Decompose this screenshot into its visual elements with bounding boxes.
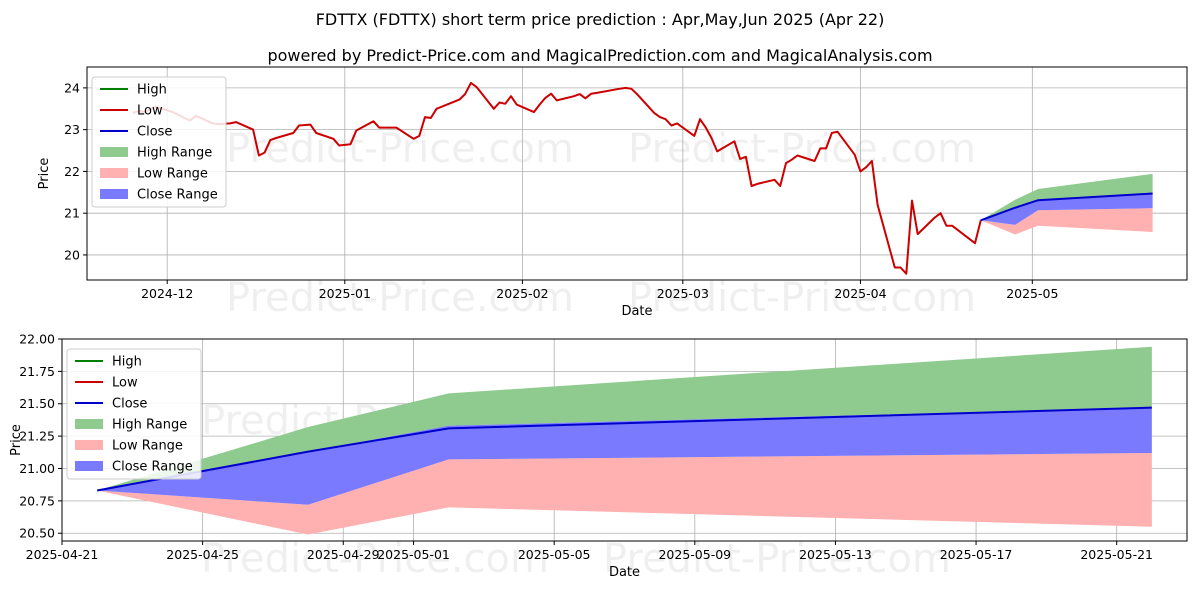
legend-low-range-swatch [100,168,128,178]
x-tick-label: 2025-05-01 [377,547,450,562]
x-tick-label: 2025-05-17 [940,547,1013,562]
x-tick-label: 2025-05-13 [799,547,872,562]
x-tick-label: 2025-05-05 [518,547,591,562]
legend-low-range-label: Low Range [137,167,208,182]
legend: High Low Close High Range Low Range Close Ran… [91,76,227,208]
x-tick-label: 2025-05 [1006,286,1058,301]
x-tick-label: 2025-04-25 [166,547,239,562]
axes-frame [61,338,1188,542]
y-tick-label: 23 [64,122,80,137]
watermark-text: Predict-Price.com [603,536,951,582]
y-axis-label: Price [9,424,24,456]
watermark-text: Predict-Price.com [226,275,574,321]
y-tick-label: 22 [64,164,80,179]
close-range-band [97,407,1152,505]
y-tick-label: 20.75 [19,493,55,508]
y-tick-label: 24 [64,80,80,95]
legend-close-range-swatch [75,461,103,471]
watermark-text: Predict-Price.com [226,126,574,172]
y-tick-label: 22.00 [19,332,55,347]
axes-frame [86,66,1188,281]
legend-close-label: Close [112,397,147,412]
high-range-band [97,346,1152,491]
legend-close-label: Close [137,125,172,140]
watermark-text: Predict-Price.com [628,275,976,321]
y-tick-label: 21.75 [19,364,55,379]
x-tick-label: 2025-05-09 [658,547,731,562]
y-tick-label: 20 [64,247,80,262]
legend: High Low Close High Range Low Range Close Ran… [66,348,202,480]
legend-high-range-label: High Range [112,418,187,433]
x-tick-label: 2025-03 [657,286,709,301]
x-tick-label: 2025-02 [496,286,548,301]
legend-low-range-swatch [75,440,103,450]
legend-high-range-swatch [75,419,103,429]
legend-high-range-label: High Range [137,146,212,161]
x-tick-label: 2025-05-21 [1080,547,1153,562]
y-tick-label: 21.25 [19,429,55,444]
x-tick-label: 2025-01 [319,286,371,301]
chart-panel-top: Predict-Price.com Predict-Price.com Predic… [37,66,1188,321]
x-tick-label: 2025-04-29 [307,547,380,562]
close-range-band [980,193,1153,225]
low-range-band [97,452,1152,535]
legend-high-label: High [112,355,142,370]
close-forecast-line [980,192,1153,222]
x-tick-label: 2024-12 [141,286,193,301]
chart-title: FDTTX (FDTTX) short term price predictio… [315,10,885,29]
watermark-text: Predict-Price.com [628,126,976,172]
legend-high-range-swatch [100,147,128,157]
low-range-band [980,208,1153,235]
y-axis-label: Price [37,158,52,190]
chart-panel-bottom: Predict-Price.comPredict-Price.comPredic… [9,332,1188,582]
low-history-line [132,81,982,275]
watermark-text: Predict-Price.com [201,536,549,582]
legend-low-label: Low [112,376,138,391]
legend-low-label: Low [137,104,163,119]
legend-close-range-label: Close Range [112,460,193,475]
y-tick-label: 21.50 [19,396,55,411]
x-axis-label: Date [609,565,640,580]
legend-high-label: High [137,83,167,98]
chart-subtitle: powered by Predict-Price.com and Magical… [267,46,933,65]
x-tick-label: 2025-04-21 [26,547,99,562]
legend-close-range-label: Close Range [137,188,218,203]
y-tick-label: 21.00 [19,461,55,476]
x-axis-label: Date [621,304,652,319]
legend-close-range-swatch [100,189,128,199]
close-forecast-line [96,406,1152,492]
legend-low-range-label: Low Range [112,439,183,454]
y-tick-label: 20.50 [19,526,55,541]
high-range-band [980,173,1153,221]
x-tick-label: 2025-04 [834,286,886,301]
y-tick-label: 21 [64,206,80,221]
